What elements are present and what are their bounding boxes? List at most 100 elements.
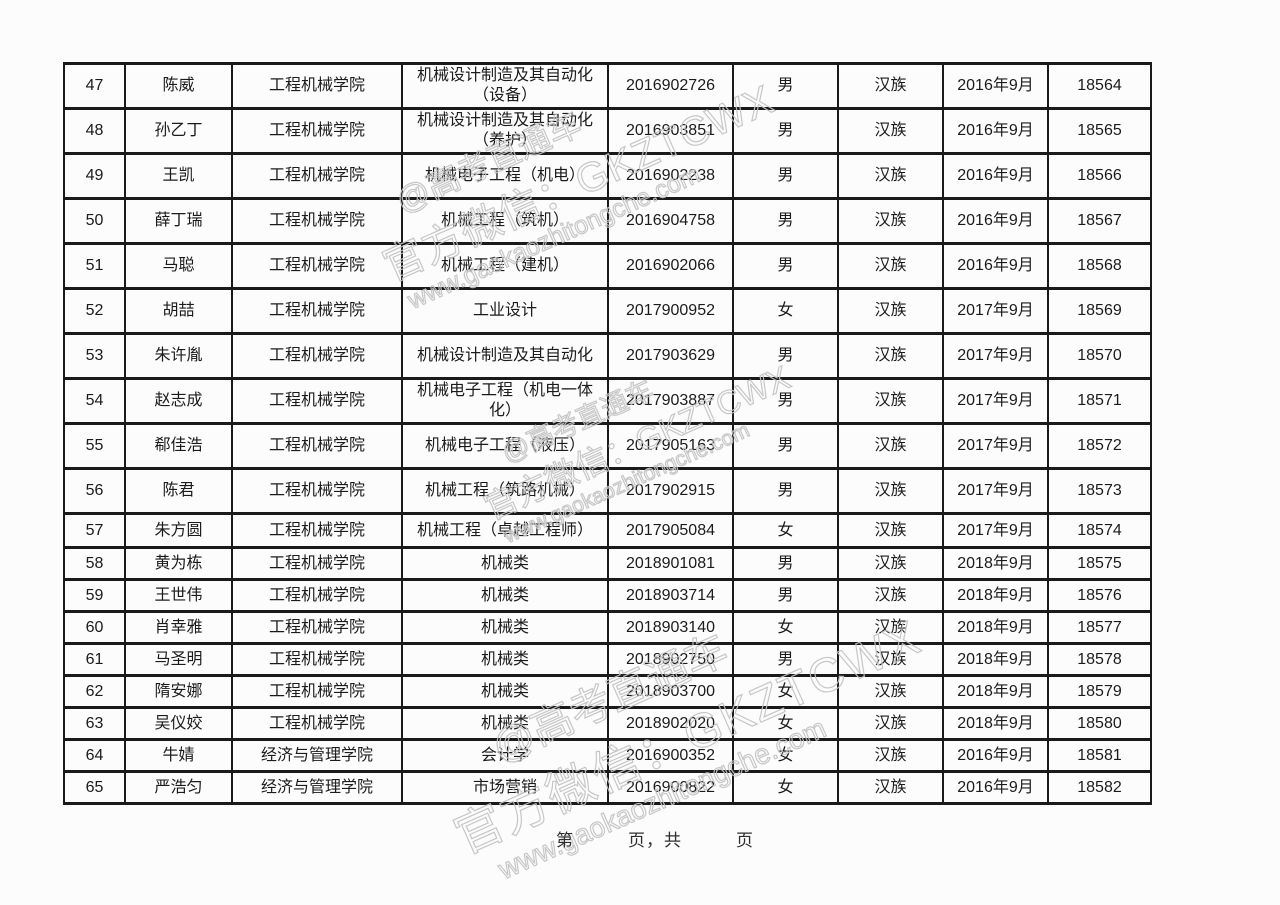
- ethnicity-cell: 汉族: [837, 674, 944, 709]
- row-number-cell: 57: [63, 512, 126, 549]
- student-id-cell: 2016902066: [607, 242, 734, 290]
- student-id-cell: 2018901081: [607, 546, 734, 581]
- row-number-cell: 63: [63, 706, 126, 741]
- enroll-date-cell: 2016年9月: [942, 107, 1049, 155]
- serial-cell: 18575: [1047, 546, 1152, 581]
- gender-cell: 男: [732, 422, 839, 470]
- student-id-cell: 2016904758: [607, 197, 734, 245]
- serial-cell: 18574: [1047, 512, 1152, 549]
- serial-cell: 18580: [1047, 706, 1152, 741]
- name-cell: 肖幸雅: [124, 610, 233, 645]
- ethnicity-cell: 汉族: [837, 242, 944, 290]
- row-number-cell: 47: [63, 62, 126, 110]
- enroll-date-cell: 2016年9月: [942, 242, 1049, 290]
- major-cell: 机械工程（筑机）: [401, 197, 609, 245]
- serial-cell: 18573: [1047, 467, 1152, 515]
- major-cell: 机械设计制造及其自动化（养护）: [401, 107, 609, 155]
- major-cell: 机械电子工程（机电一体化）: [401, 377, 609, 425]
- name-cell: 吴仪姣: [124, 706, 233, 741]
- table-row: 56 陈君 工程机械学院 机械工程（筑路机械） 2017902915 男汉族 2017年9月…: [63, 467, 1152, 515]
- serial-cell: 18567: [1047, 197, 1152, 245]
- gender-cell: 男: [732, 377, 839, 425]
- college-cell: 工程机械学院: [231, 107, 403, 155]
- college-cell: 工程机械学院: [231, 62, 403, 110]
- college-cell: 工程机械学院: [231, 332, 403, 380]
- name-cell: 孙乙丁: [124, 107, 233, 155]
- student-id-cell: 2018902750: [607, 642, 734, 677]
- major-cell: 机械工程（卓越工程师）: [401, 512, 609, 549]
- row-number-cell: 49: [63, 152, 126, 200]
- serial-cell: 18570: [1047, 332, 1152, 380]
- college-cell: 工程机械学院: [231, 422, 403, 470]
- enroll-date-cell: 2018年9月: [942, 642, 1049, 677]
- name-cell: 严浩匀: [124, 770, 233, 805]
- gender-cell: 男: [732, 642, 839, 677]
- major-cell: 机械类: [401, 610, 609, 645]
- row-number-cell: 64: [63, 738, 126, 773]
- college-cell: 经济与管理学院: [231, 770, 403, 805]
- serial-cell: 18565: [1047, 107, 1152, 155]
- serial-cell: 18569: [1047, 287, 1152, 335]
- row-number-cell: 65: [63, 770, 126, 805]
- major-cell: 机械工程（筑路机械）: [401, 467, 609, 515]
- table-row: 61 马圣明 工程机械学院 机械类 2018902750 男汉族 2018年9月 18578: [63, 642, 1152, 677]
- table-row: 58 黄为栋 工程机械学院 机械类 2018901081 男汉族 2018年9月 18575: [63, 546, 1152, 581]
- table-row: 54 赵志成 工程机械学院 机械电子工程（机电一体化） 2017903887 男汉族 201…: [63, 377, 1152, 425]
- table-row: 64 牛婧 经济与管理学院 会计学 2016900352 女汉族 2016年9月 18581: [63, 738, 1152, 773]
- name-cell: 王凯: [124, 152, 233, 200]
- enroll-date-cell: 2018年9月: [942, 610, 1049, 645]
- row-number-cell: 52: [63, 287, 126, 335]
- gender-cell: 女: [732, 770, 839, 805]
- ethnicity-cell: 汉族: [837, 610, 944, 645]
- table-row: 48 孙乙丁 工程机械学院 机械设计制造及其自动化（养护） 2016903851 男汉族 2…: [63, 107, 1152, 155]
- table-row: 49 王凯 工程机械学院 机械电子工程（机电） 2016902238 男汉族 2016年9月…: [63, 152, 1152, 200]
- major-cell: 机械电子工程（液压）: [401, 422, 609, 470]
- serial-cell: 18582: [1047, 770, 1152, 805]
- student-id-cell: 2016903851: [607, 107, 734, 155]
- major-cell: 机械类: [401, 674, 609, 709]
- enroll-date-cell: 2018年9月: [942, 706, 1049, 741]
- ethnicity-cell: 汉族: [837, 422, 944, 470]
- student-id-cell: 2017900952: [607, 287, 734, 335]
- college-cell: 工程机械学院: [231, 512, 403, 549]
- serial-cell: 18571: [1047, 377, 1152, 425]
- row-number-cell: 55: [63, 422, 126, 470]
- name-cell: 郗佳浩: [124, 422, 233, 470]
- major-cell: 机械类: [401, 706, 609, 741]
- college-cell: 工程机械学院: [231, 674, 403, 709]
- gender-cell: 女: [732, 512, 839, 549]
- gender-cell: 男: [732, 467, 839, 515]
- ethnicity-cell: 汉族: [837, 467, 944, 515]
- name-cell: 朱方圆: [124, 512, 233, 549]
- name-cell: 薛丁瑞: [124, 197, 233, 245]
- gender-cell: 女: [732, 610, 839, 645]
- enroll-date-cell: 2017年9月: [942, 422, 1049, 470]
- college-cell: 工程机械学院: [231, 610, 403, 645]
- student-id-cell: 2018903714: [607, 578, 734, 613]
- student-id-cell: 2017905084: [607, 512, 734, 549]
- gender-cell: 男: [732, 197, 839, 245]
- ethnicity-cell: 汉族: [837, 62, 944, 110]
- major-cell: 会计学: [401, 738, 609, 773]
- gender-cell: 男: [732, 62, 839, 110]
- college-cell: 工程机械学院: [231, 578, 403, 613]
- major-cell: 机械类: [401, 546, 609, 581]
- ethnicity-cell: 汉族: [837, 738, 944, 773]
- table-row: 50 薛丁瑞 工程机械学院 机械工程（筑机） 2016904758 男汉族 2016年9月 1…: [63, 197, 1152, 245]
- gender-cell: 男: [732, 107, 839, 155]
- row-number-cell: 51: [63, 242, 126, 290]
- student-id-cell: 2016900822: [607, 770, 734, 805]
- gender-cell: 男: [732, 152, 839, 200]
- major-cell: 市场营销: [401, 770, 609, 805]
- table-row: 51 马聪 工程机械学院 机械工程（建机） 2016902066 男汉族 2016年9月 18…: [63, 242, 1152, 290]
- major-cell: 工业设计: [401, 287, 609, 335]
- enroll-date-cell: 2018年9月: [942, 578, 1049, 613]
- row-number-cell: 50: [63, 197, 126, 245]
- college-cell: 工程机械学院: [231, 467, 403, 515]
- enroll-date-cell: 2017年9月: [942, 512, 1049, 549]
- row-number-cell: 53: [63, 332, 126, 380]
- ethnicity-cell: 汉族: [837, 578, 944, 613]
- gender-cell: 女: [732, 674, 839, 709]
- college-cell: 工程机械学院: [231, 546, 403, 581]
- serial-cell: 18564: [1047, 62, 1152, 110]
